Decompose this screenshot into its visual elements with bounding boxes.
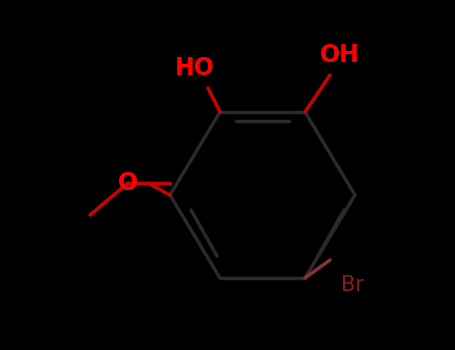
Text: OH: OH <box>320 43 360 67</box>
Text: O: O <box>118 171 138 195</box>
Text: HO: HO <box>175 56 215 80</box>
Text: Br: Br <box>340 275 364 295</box>
